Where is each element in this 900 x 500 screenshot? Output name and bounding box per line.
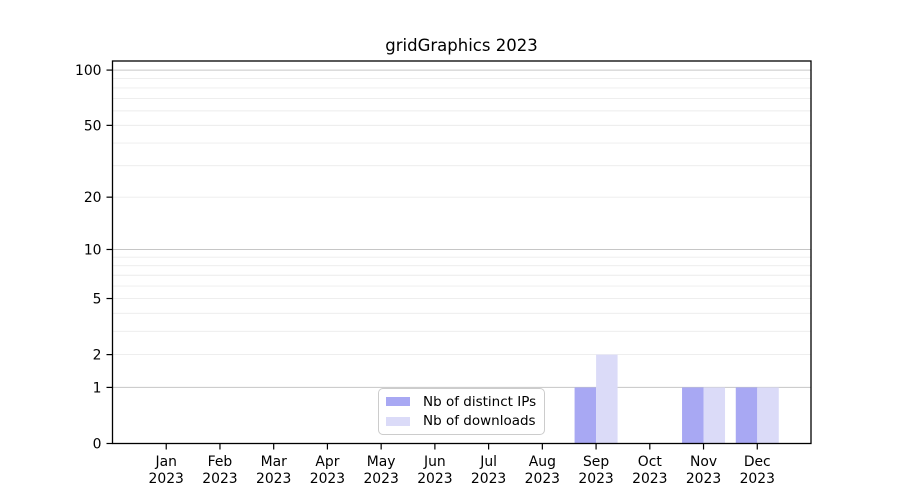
legend-label-distinct-ips: Nb of distinct IPs (423, 393, 537, 410)
legend-label-downloads: Nb of downloads (423, 413, 536, 430)
legend-swatch-downloads-icon (386, 416, 410, 426)
x-tick-label-year: 2023 (417, 471, 452, 487)
x-tick-label-year: 2023 (471, 471, 506, 487)
plot-border (111, 60, 812, 445)
legend-swatch-distinct-ips-icon (386, 397, 410, 407)
x-tick-label-year: 2023 (740, 471, 775, 487)
x-tick-label-year: 2023 (202, 471, 237, 487)
x-tick-label-month: Oct (638, 454, 663, 470)
x-tick-label-month: Feb (208, 454, 233, 470)
x-tick-label-year: 2023 (256, 471, 291, 487)
y-tick-label: 1 (93, 380, 102, 396)
legend-item-downloads: Nb of downloads (386, 412, 536, 430)
y-tick-label: 10 (84, 242, 102, 258)
x-tick-label-year: 2023 (149, 471, 184, 487)
x-tick-label-year: 2023 (363, 471, 398, 487)
x-tick-label-month: Dec (744, 454, 771, 470)
chart-title: gridGraphics 2023 (385, 36, 538, 55)
legend-item-distinct-ips: Nb of distinct IPs (386, 393, 537, 411)
x-tick-label-month: Jul (479, 454, 497, 470)
y-tick-label: 2 (93, 348, 102, 364)
bar-distinct-ips (682, 387, 704, 444)
y-tick-label: 5 (93, 292, 102, 308)
legend: Nb of distinct IPs Nb of downloads (378, 388, 545, 435)
bar-distinct-ips (574, 387, 597, 444)
bar-distinct-ips (735, 387, 758, 444)
x-tick-label-year: 2023 (578, 471, 613, 487)
y-tick-label: 100 (75, 63, 102, 79)
x-tick-label-month: Aug (529, 454, 556, 470)
x-tick-label-year: 2023 (310, 471, 345, 487)
x-tick-label-month: Sep (583, 454, 609, 470)
x-tick-label-month: Jan (155, 454, 177, 470)
x-tick-label-month: May (367, 454, 396, 470)
x-tick-label-month: Apr (315, 454, 339, 470)
x-tick-label-year: 2023 (525, 471, 560, 487)
y-tick-label: 0 (93, 437, 102, 453)
x-tick-label-year: 2023 (686, 471, 721, 487)
bar-downloads (596, 354, 618, 444)
x-tick-label-month: Jun (423, 454, 446, 470)
bar-downloads (757, 387, 779, 444)
bar-downloads (703, 387, 726, 444)
x-tick-label-month: Nov (690, 454, 717, 470)
y-tick-label: 20 (84, 190, 102, 206)
x-tick-label-year: 2023 (632, 471, 667, 487)
y-tick-label: 50 (84, 118, 102, 134)
x-tick-label-month: Mar (261, 454, 287, 470)
